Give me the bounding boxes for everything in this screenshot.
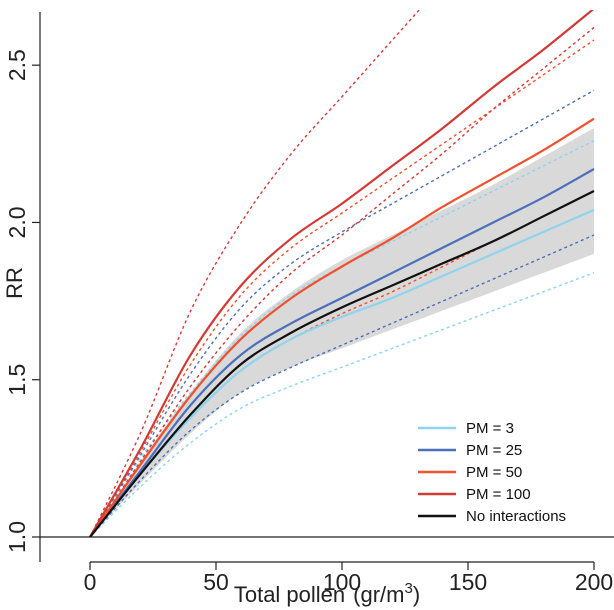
confidence-interval-lines bbox=[89, 10, 595, 538]
y-tick-label: 1.5 bbox=[4, 364, 30, 396]
legend-label-pm-25: PM = 25 bbox=[466, 442, 522, 459]
x-tick-label: 100 bbox=[323, 569, 361, 595]
ci-upper-pm-25 bbox=[89, 89, 595, 538]
series-lines bbox=[89, 10, 595, 538]
legend-label-pm-50: PM = 50 bbox=[466, 464, 522, 481]
series-line-no-interactions bbox=[89, 190, 595, 538]
ci-lower-pm-3 bbox=[89, 272, 595, 538]
y-axis-label: RR bbox=[2, 267, 27, 299]
legend: PM = 3 PM = 25 PM = 50 PM = 100 No interacti… bbox=[418, 420, 566, 525]
x-tick-label: 200 bbox=[575, 569, 613, 595]
x-axis-unit-open: (gr/m bbox=[353, 582, 404, 607]
ci-upper-pm-100 bbox=[89, 10, 421, 538]
x-tick-label: 0 bbox=[84, 569, 97, 595]
x-axis-unit-sup: 3 bbox=[404, 580, 412, 597]
axes: 0 50 100 150 200 1.0 1.5 2.0 2.5 bbox=[4, 12, 613, 595]
legend-label-pm-3: PM = 3 bbox=[466, 420, 514, 437]
series-line-pm-100 bbox=[89, 10, 595, 538]
y-tick-label: 1.0 bbox=[4, 521, 30, 553]
x-tick-label: 150 bbox=[449, 569, 487, 595]
series-line-pm-25 bbox=[89, 168, 595, 538]
y-tick-label: 2.0 bbox=[4, 206, 30, 238]
y-tick-label: 2.5 bbox=[4, 49, 30, 81]
legend-label-pm-100: PM = 100 bbox=[466, 486, 531, 503]
plot-area bbox=[89, 10, 595, 538]
confidence-band-area bbox=[90, 128, 594, 537]
ci-lower-pm-100 bbox=[89, 26, 595, 538]
legend-label-no-interactions: No interactions bbox=[466, 508, 566, 525]
ci-upper-pm-50 bbox=[89, 39, 595, 538]
x-axis-label-name: Total pollen bbox=[234, 582, 345, 607]
series-line-pm-50 bbox=[89, 117, 595, 538]
x-axis-label: Total pollen (gr/m3) bbox=[234, 580, 420, 607]
x-tick-label: 50 bbox=[203, 569, 229, 595]
ci-lower-pm-50 bbox=[89, 190, 595, 538]
x-axis-unit-close: ) bbox=[413, 582, 420, 607]
confidence-band bbox=[90, 128, 594, 537]
ci-lower-pm-25 bbox=[89, 234, 595, 538]
